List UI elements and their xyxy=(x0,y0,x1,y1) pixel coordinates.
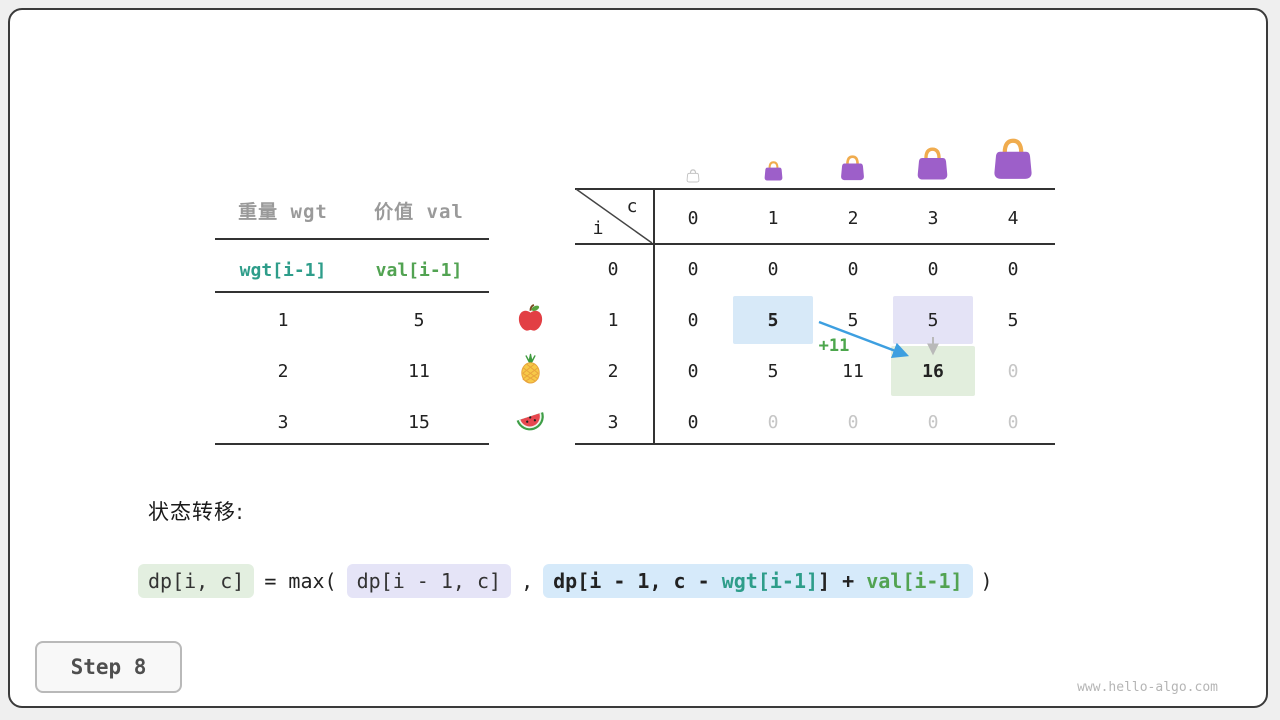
dp-row-label-3: 3 xyxy=(607,411,619,433)
items-col-header-wgt: 重量 wgt xyxy=(238,201,328,223)
dp-col-header-4: 4 xyxy=(1007,207,1019,229)
dp-cell-3-3: 0 xyxy=(927,411,939,433)
formula-option2-prefix: dp[i - 1, c - xyxy=(553,569,722,593)
items-formula-val: val[i-1] xyxy=(375,259,463,281)
dp-col-header-1: 1 xyxy=(767,207,779,229)
dp-cell-0-0: 0 xyxy=(687,258,699,280)
dp-cell-2-4: 0 xyxy=(1007,360,1019,382)
step-badge: Step 8 xyxy=(35,641,182,693)
bag-small-icon xyxy=(763,161,784,186)
bag-empty-icon xyxy=(686,168,700,187)
watermelon-icon xyxy=(514,404,547,437)
transition-title: 状态转移: xyxy=(148,500,245,524)
item-2-val: 11 xyxy=(408,360,430,382)
dp-cell-0-1: 0 xyxy=(767,258,779,280)
item-3-val: 15 xyxy=(408,411,430,433)
dp-col-header-3: 3 xyxy=(927,207,939,229)
dp-cell-1-0: 0 xyxy=(687,309,699,331)
formula-option1: dp[i - 1, c] xyxy=(346,564,512,598)
item-3-wgt: 3 xyxy=(277,411,289,433)
dp-cell-2-1: 5 xyxy=(767,360,779,382)
corner-diagonal-line xyxy=(575,189,653,243)
dp-cell-1-2: 5 xyxy=(847,309,859,331)
item-1-wgt: 1 xyxy=(277,309,289,331)
transition-formula: dp[i, c] = max( dp[i - 1, c] , dp[i - 1,… xyxy=(138,560,993,602)
dp-cell-2-0: 0 xyxy=(687,360,699,382)
bag-medium-icon xyxy=(839,155,866,186)
dp-table-rule-vertical xyxy=(653,188,655,445)
items-formula-wgt: wgt[i-1] xyxy=(239,259,327,281)
pineapple-icon xyxy=(515,353,546,384)
item-1-val: 5 xyxy=(413,309,425,331)
dp-cell-1-3: 5 xyxy=(927,309,939,331)
formula-comma: , xyxy=(521,569,534,593)
dp-cell-1-1: 5 xyxy=(767,309,779,331)
formula-close-paren: ) xyxy=(980,569,993,593)
formula-option2: dp[i - 1, c - wgt[i-1]] + val[i-1] xyxy=(543,564,973,598)
add-value-label: +11 xyxy=(818,336,850,356)
dp-cell-2-3: 16 xyxy=(922,360,944,382)
dp-row-label-1: 1 xyxy=(607,309,619,331)
formula-option2-val: val[i-1] xyxy=(866,569,963,593)
item-2-wgt: 2 xyxy=(277,360,289,382)
items-table-rule-bottom xyxy=(215,443,489,445)
dp-row-label-2: 2 xyxy=(607,360,619,382)
formula-option2-plus: ] + xyxy=(818,569,867,593)
bag-large-icon xyxy=(915,147,950,186)
dp-table-rule-header xyxy=(575,243,1055,245)
dp-cell-0-2: 0 xyxy=(847,258,859,280)
highlight-source-cell xyxy=(733,296,813,344)
dp-cell-0-3: 0 xyxy=(927,258,939,280)
watermark: www.hello-algo.com xyxy=(1077,680,1218,695)
dp-col-header-2: 2 xyxy=(847,207,859,229)
dp-cell-1-4: 5 xyxy=(1007,309,1019,331)
dp-row-label-0: 0 xyxy=(607,258,619,280)
dp-col-header-0: 0 xyxy=(687,207,699,229)
dp-table-rule-bottom xyxy=(575,443,1055,445)
corner-col-label: c xyxy=(626,195,638,217)
dp-cell-0-4: 0 xyxy=(1007,258,1019,280)
apple-icon xyxy=(515,302,546,333)
dp-cell-3-1: 0 xyxy=(767,411,779,433)
items-table-rule-top xyxy=(215,238,489,240)
dp-cell-2-2: 11 xyxy=(842,360,864,382)
formula-equals-max: = max( xyxy=(264,569,337,593)
dp-table-rule-top xyxy=(575,188,1055,190)
dp-cell-3-2: 0 xyxy=(847,411,859,433)
dp-cell-3-0: 0 xyxy=(687,411,699,433)
corner-row-label: i xyxy=(592,217,604,239)
formula-lhs: dp[i, c] xyxy=(138,564,255,598)
items-col-header-val: 价值 val xyxy=(374,201,464,223)
items-table-rule-mid xyxy=(215,291,489,293)
bag-xlarge-icon xyxy=(991,138,1035,186)
formula-option2-wgt: wgt[i-1] xyxy=(721,569,819,593)
dp-cell-3-4: 0 xyxy=(1007,411,1019,433)
